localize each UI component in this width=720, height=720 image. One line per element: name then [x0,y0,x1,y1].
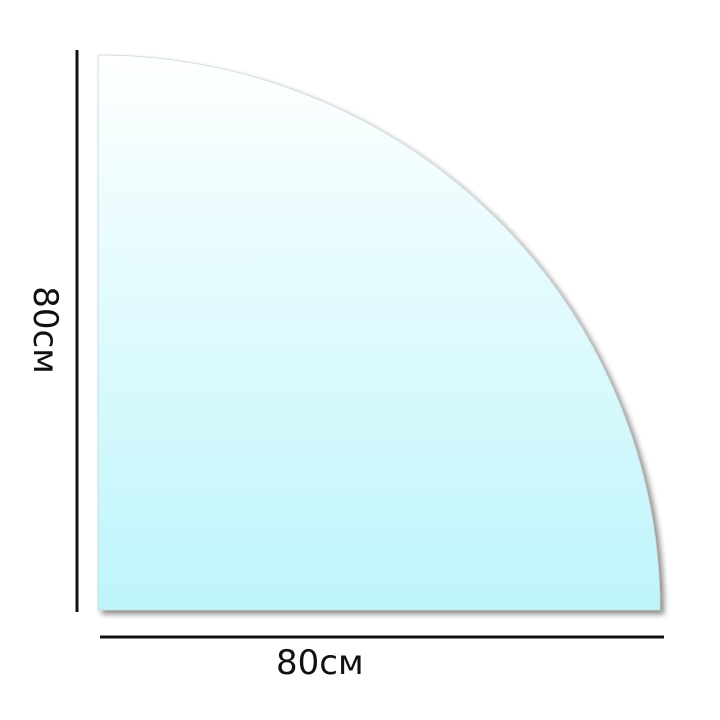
height-label: 80см [25,286,65,374]
glass-plate [97,54,661,611]
width-label: 80см [276,643,364,683]
